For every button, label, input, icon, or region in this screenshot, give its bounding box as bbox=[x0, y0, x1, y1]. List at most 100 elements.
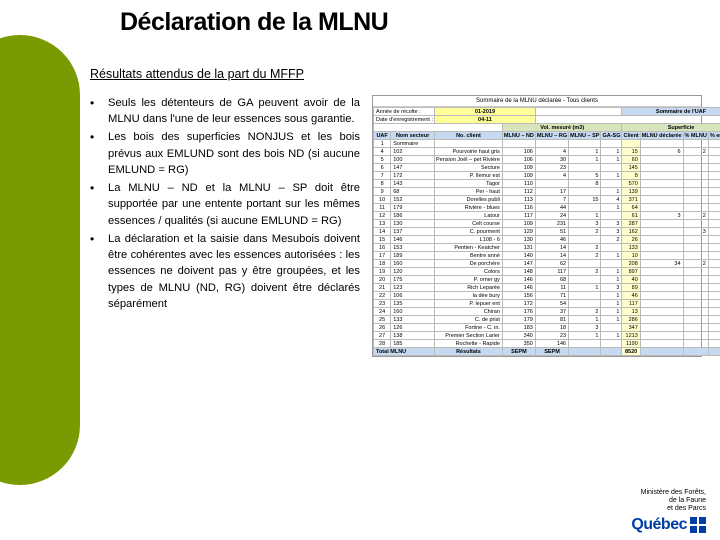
table-cell: 140 bbox=[502, 252, 535, 260]
table-cell bbox=[640, 228, 683, 236]
col-head: No. client bbox=[435, 132, 503, 140]
table-cell: 46 bbox=[535, 236, 568, 244]
table-cell bbox=[569, 340, 601, 348]
table-cell: 146 bbox=[391, 236, 435, 244]
table-cell: 1 bbox=[569, 316, 601, 324]
table-row: 28185Rochette - Rapide3501461190 bbox=[374, 340, 720, 348]
table-cell: 129 bbox=[502, 228, 535, 236]
sommaire-uaf: Sommaire de l'UAF bbox=[622, 108, 720, 116]
table-cell: 117 bbox=[502, 212, 535, 220]
table-cell: 2 bbox=[708, 212, 720, 220]
table-cell: 15 bbox=[622, 148, 640, 156]
table-cell: 7 bbox=[374, 172, 391, 180]
table-cell: 120 bbox=[391, 268, 435, 276]
table-row: 5100Pension Joël – pet Rivière106301160 bbox=[374, 156, 720, 164]
table-cell: 1 bbox=[601, 172, 622, 180]
table-cell bbox=[640, 332, 683, 340]
table-cell: 143 bbox=[391, 180, 435, 188]
table-cell bbox=[683, 196, 708, 204]
table-cell bbox=[535, 180, 568, 188]
table-cell: Pourvoirie haut gris bbox=[435, 148, 503, 156]
table-cell: 113 bbox=[502, 196, 535, 204]
table-cell: 18 bbox=[535, 324, 568, 332]
table-cell: 1 bbox=[601, 148, 622, 156]
table-row: 25133C. de prist1798111286 bbox=[374, 316, 720, 324]
table-cell: 1190 bbox=[622, 340, 640, 348]
table-cell: 897 bbox=[622, 268, 640, 276]
table-cell: 1 bbox=[569, 212, 601, 220]
table-cell: 3 bbox=[569, 324, 601, 332]
table-cell bbox=[435, 140, 503, 148]
table-cell bbox=[640, 268, 683, 276]
table-row: 24160Chiran176372113 bbox=[374, 308, 720, 316]
table-cell: 5 bbox=[569, 172, 601, 180]
table-cell bbox=[569, 236, 601, 244]
table-cell bbox=[708, 196, 720, 204]
table-cell bbox=[640, 164, 683, 172]
table-row: 10152Dorelles publi1137154371 bbox=[374, 196, 720, 204]
spreadsheet-column: Sommaire de la MLNU déclarée - Tous clie… bbox=[372, 95, 702, 357]
table-cell: 26 bbox=[374, 324, 391, 332]
table-cell: 1 bbox=[601, 204, 622, 212]
table-cell: 135 bbox=[391, 300, 435, 308]
table-row: 4102Pourvoirie haut gris10641115622 bbox=[374, 148, 720, 156]
sheet-header-row: Date d'enregistrement : 04-11 bbox=[374, 116, 720, 124]
annee-value: 01-2019 bbox=[435, 108, 536, 116]
table-cell: 146 bbox=[535, 340, 568, 348]
table-cell bbox=[683, 276, 708, 284]
table-cell bbox=[683, 316, 708, 324]
table-cell bbox=[708, 188, 720, 196]
table-cell: Rochette - Rapide bbox=[435, 340, 503, 348]
table-cell: 5 bbox=[374, 156, 391, 164]
table-cell: 1 bbox=[601, 308, 622, 316]
table-cell bbox=[708, 308, 720, 316]
table-cell: 570 bbox=[622, 180, 640, 188]
total-cell bbox=[683, 348, 708, 356]
total-cell bbox=[601, 348, 622, 356]
table-cell: 3 bbox=[640, 212, 683, 220]
sheet-group-row: Vol. mesuré (m3) Superficie bbox=[374, 124, 720, 132]
fleur-de-lys-icon bbox=[690, 517, 706, 533]
table-cell bbox=[708, 300, 720, 308]
table-cell: 131 bbox=[502, 244, 535, 252]
table-cell: 3 bbox=[601, 220, 622, 228]
table-row: 968Per - haut112171139 bbox=[374, 188, 720, 196]
table-cell bbox=[569, 292, 601, 300]
table-cell bbox=[683, 140, 708, 148]
table-cell: 2 bbox=[683, 212, 708, 220]
table-cell bbox=[683, 180, 708, 188]
table-cell bbox=[708, 276, 720, 284]
table-cell: 109 bbox=[502, 172, 535, 180]
table-cell: Chiran bbox=[435, 308, 503, 316]
col-head: UAF bbox=[374, 132, 391, 140]
table-cell: 68 bbox=[535, 276, 568, 284]
table-cell: Tagor bbox=[435, 180, 503, 188]
ministry-line: et des Parcs bbox=[631, 505, 706, 513]
table-cell bbox=[569, 300, 601, 308]
table-cell: 1213 bbox=[622, 332, 640, 340]
table-cell bbox=[683, 268, 708, 276]
table-cell: 208 bbox=[622, 260, 640, 268]
table-cell bbox=[640, 252, 683, 260]
table-cell: 116 bbox=[502, 204, 535, 212]
table-cell: 18 bbox=[374, 260, 391, 268]
table-cell: 2 bbox=[569, 268, 601, 276]
total-cell: Résultats bbox=[435, 348, 503, 356]
table-cell: 156 bbox=[502, 292, 535, 300]
table-cell bbox=[708, 324, 720, 332]
table-cell bbox=[640, 284, 683, 292]
table-cell: 71 bbox=[535, 292, 568, 300]
table-cell bbox=[708, 156, 720, 164]
col-head: Nom secteur bbox=[391, 132, 435, 140]
table-cell: 61 bbox=[622, 212, 640, 220]
table-cell: 3 bbox=[569, 220, 601, 228]
table-cell: 172 bbox=[391, 172, 435, 180]
table-cell bbox=[708, 164, 720, 172]
table-cell bbox=[708, 252, 720, 260]
table-cell bbox=[640, 204, 683, 212]
spreadsheet-screenshot: Sommaire de la MLNU déclarée - Tous clie… bbox=[372, 95, 702, 357]
table-cell: Secture bbox=[435, 164, 503, 172]
table-cell: 1 bbox=[569, 284, 601, 292]
table-cell: Pentien - Keatcher bbox=[435, 244, 503, 252]
table-cell: 110 bbox=[502, 180, 535, 188]
